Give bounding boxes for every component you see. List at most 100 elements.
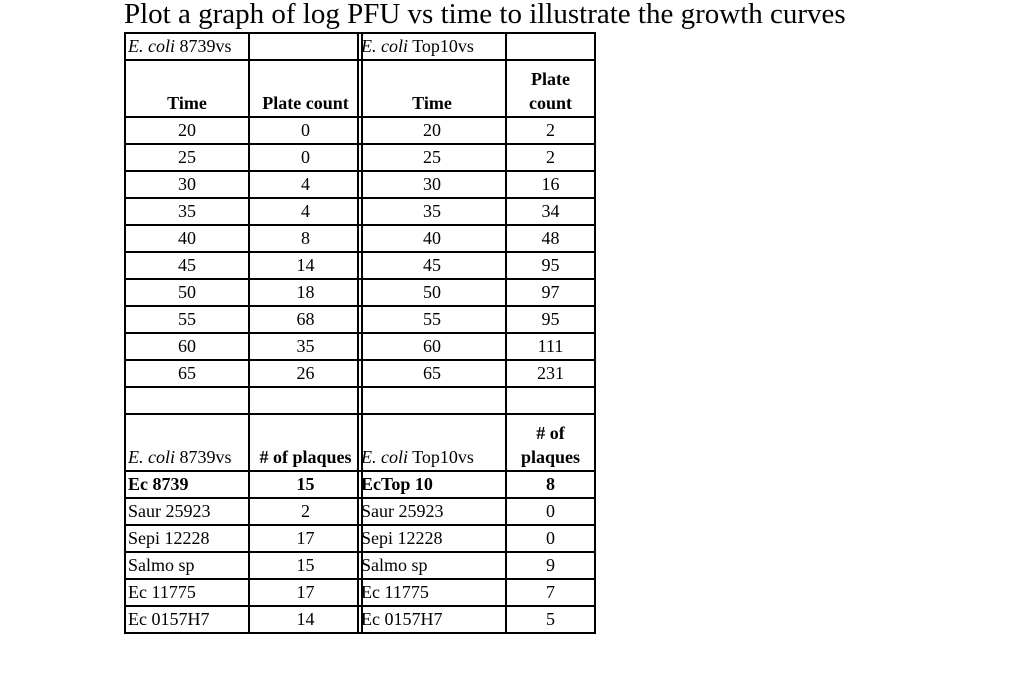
strain-cell: Sepi 12228 [124,524,250,553]
plaque-row: Saur 25923 2 [124,497,363,526]
col-header-time: Time [357,59,507,118]
plate-count-cell: 8 [248,224,363,253]
col-header-plate-count: Plate count [248,59,363,118]
time-cell: 45 [124,251,250,280]
time-cell: 55 [357,305,507,334]
time-cell: 25 [357,143,507,172]
plate-count-cell: 16 [505,170,596,199]
table-row: 55 68 [124,305,363,334]
plate-count-cell: 26 [248,359,363,388]
time-cell: 50 [124,278,250,307]
table-ecoli-top10vs: E. coli Top10vs Time Plate count 20 2 25 2 30… [357,32,596,634]
column-header-row: Time Plate count [357,59,596,118]
plaque-row: Sepi 12228 17 [124,524,363,553]
time-cell: 50 [357,278,507,307]
table-row: 65 231 [357,359,596,388]
strain-cell: Saur 25923 [124,497,250,526]
time-cell: 25 [124,143,250,172]
strain-cell: Sepi 12228 [357,524,507,553]
strain-cell: Salmo sp [124,551,250,580]
table-row: 25 0 [124,143,363,172]
column-header-row: Time Plate count [124,59,363,118]
time-cell: 65 [357,359,507,388]
plate-count-cell: 2 [505,116,596,145]
plaque-count-cell: 2 [248,497,363,526]
plaque-row: Ec 0157H7 14 [124,605,363,634]
col-header-plaques: # of plaques [248,413,363,472]
table-row: 60 35 [124,332,363,361]
time-cell: 65 [124,359,250,388]
strain-header: E. coli 8739vs [124,32,250,61]
time-cell: 35 [357,197,507,226]
table-row: 65 26 [124,359,363,388]
plaque-row: EcTop 10 8 [357,470,596,499]
table-row: 50 18 [124,278,363,307]
plaque-row: Ec 11775 17 [124,578,363,607]
plate-count-cell: 34 [505,197,596,226]
table-row: 40 48 [357,224,596,253]
plate-count-cell: 95 [505,305,596,334]
table-row: 60 111 [357,332,596,361]
strain-cell: Salmo sp [357,551,507,580]
plaques-header-row: E. coli Top10vs # of plaques [357,413,596,472]
table-row: 30 16 [357,170,596,199]
plate-count-cell: 4 [248,170,363,199]
plaque-count-cell: 15 [248,551,363,580]
plaque-row: Ec 0157H7 5 [357,605,596,634]
page-title: Plot a graph of log PFU vs time to illus… [124,0,846,30]
table-row: 20 0 [124,116,363,145]
plaque-count-cell: 0 [505,497,596,526]
strain-cell: EcTop 10 [357,470,507,499]
table-row: 30 4 [124,170,363,199]
table-row: E. coli 8739vs [124,32,363,61]
time-cell: 30 [357,170,507,199]
table-row: 45 95 [357,251,596,280]
plate-count-cell: 4 [248,197,363,226]
strain-cell: Saur 25923 [357,497,507,526]
plate-count-cell: 97 [505,278,596,307]
table-row: E. coli Top10vs [357,32,596,61]
plaques-strain-header: E. coli 8739vs [124,413,250,472]
table-row: 35 4 [124,197,363,226]
plaque-count-cell: 7 [505,578,596,607]
table-row: 55 95 [357,305,596,334]
strain-cell: Ec 8739 [124,470,250,499]
plaque-count-cell: 15 [248,470,363,499]
plate-count-cell: 0 [248,143,363,172]
plaques-strain-header: E. coli Top10vs [357,413,507,472]
table-row: 50 97 [357,278,596,307]
plate-count-cell: 95 [505,251,596,280]
col-header-time: Time [124,59,250,118]
time-cell: 60 [124,332,250,361]
strain-cell: Ec 11775 [357,578,507,607]
plaque-count-cell: 9 [505,551,596,580]
plate-count-cell: 18 [248,278,363,307]
plaque-row: Ec 11775 7 [357,578,596,607]
time-cell: 20 [357,116,507,145]
time-cell: 60 [357,332,507,361]
time-cell: 30 [124,170,250,199]
plaque-count-cell: 17 [248,524,363,553]
blank-row [124,386,363,415]
plaque-count-cell: 0 [505,524,596,553]
plaque-count-cell: 14 [248,605,363,634]
time-cell: 35 [124,197,250,226]
time-cell: 45 [357,251,507,280]
plaque-row: Ec 8739 15 [124,470,363,499]
plate-count-cell: 68 [248,305,363,334]
plaque-row: Salmo sp 9 [357,551,596,580]
plate-count-cell: 14 [248,251,363,280]
plaque-count-cell: 5 [505,605,596,634]
plaque-count-cell: 8 [505,470,596,499]
strain-cell: Ec 0157H7 [357,605,507,634]
time-cell: 40 [124,224,250,253]
strain-cell: Ec 0157H7 [124,605,250,634]
plaque-count-cell: 17 [248,578,363,607]
table-row: 40 8 [124,224,363,253]
plate-count-cell: 0 [248,116,363,145]
strain-cell: Ec 11775 [124,578,250,607]
blank-row [357,386,596,415]
table-row: 25 2 [357,143,596,172]
time-cell: 20 [124,116,250,145]
table-row: 35 34 [357,197,596,226]
